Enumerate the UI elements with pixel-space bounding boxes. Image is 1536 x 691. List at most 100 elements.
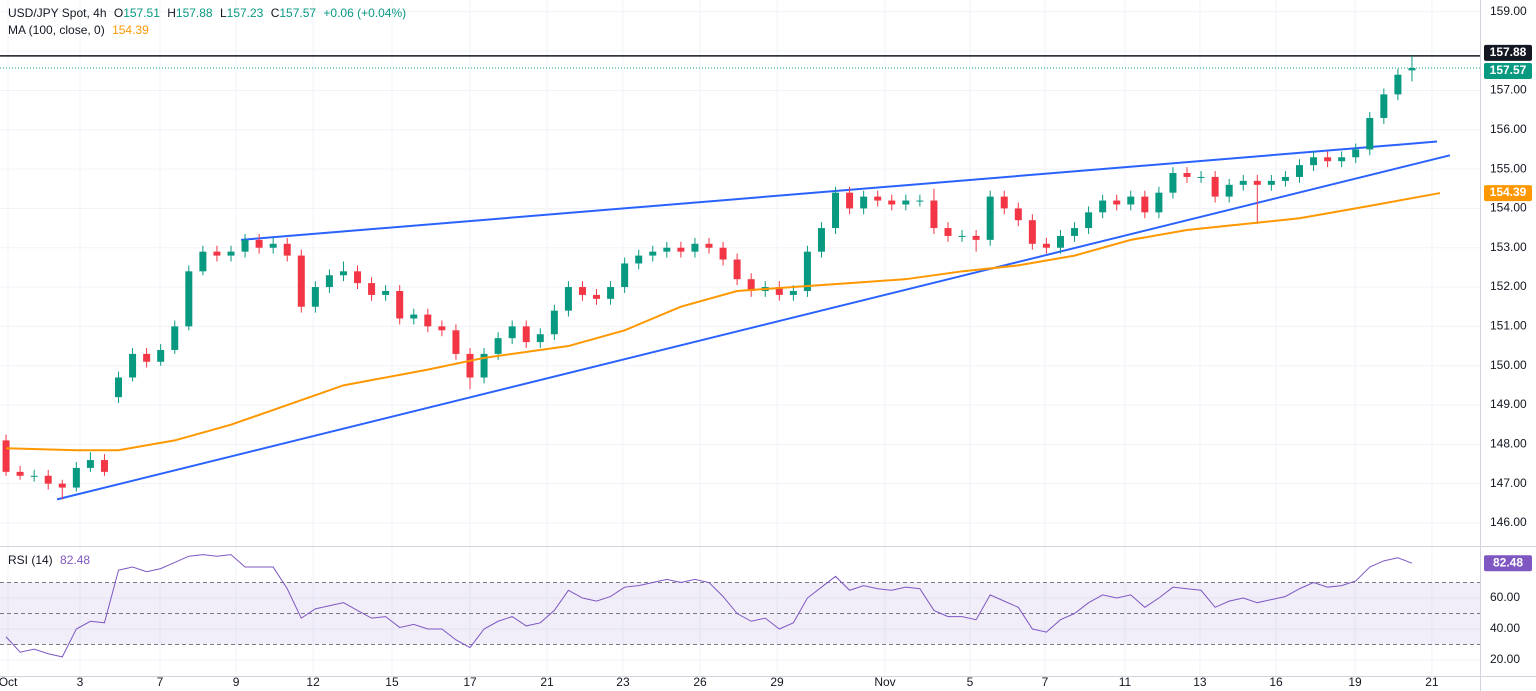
candle-body <box>255 239 263 248</box>
candle-body <box>832 192 840 229</box>
price-label: 157.88 <box>1490 45 1527 59</box>
ma-legend: MA (100, close, 0) 154.39 <box>8 23 149 37</box>
candle-body <box>438 326 446 331</box>
candle-body <box>986 196 994 240</box>
candle-body <box>44 475 52 484</box>
x-tick-label: 29 <box>770 675 784 689</box>
ma-value: 154.39 <box>112 23 149 37</box>
ohlc-letter: L <box>220 6 227 20</box>
candle-body <box>1056 235 1064 248</box>
ohlc-value: 157.57 <box>279 6 316 20</box>
candle-body <box>944 228 952 236</box>
candle-body <box>1338 157 1346 162</box>
candle-body <box>1085 212 1093 229</box>
header-line: USD/JPY Spot, 4h O157.51 H157.88 L157.23… <box>8 6 406 20</box>
rsi-value: 82.48 <box>60 553 90 567</box>
candle-body <box>635 255 643 264</box>
candle-body <box>466 353 474 378</box>
candle-body <box>494 338 502 354</box>
y-tick-label: 154.00 <box>1490 201 1527 215</box>
candle-body <box>663 247 671 252</box>
x-tick-label: 17 <box>463 675 477 689</box>
candle-body <box>1366 117 1374 150</box>
trendline <box>56 154 1451 501</box>
candle-body <box>1000 196 1008 209</box>
x-tick-label: 16 <box>1269 675 1283 689</box>
candle-body <box>157 349 165 362</box>
rsi-line <box>5 554 1413 658</box>
rsi-axis-label: 82.48 <box>1493 555 1523 569</box>
change: +0.06 (+0.04%) <box>323 6 406 20</box>
candle-body <box>789 290 797 295</box>
y-tick-label: 155.00 <box>1490 161 1527 175</box>
candle-body <box>1099 200 1107 213</box>
candle-body <box>958 235 966 237</box>
candle-body <box>1071 228 1079 236</box>
candle-body <box>1169 173 1177 193</box>
ma-line <box>6 192 1441 452</box>
candle-body <box>972 235 980 240</box>
candle-body <box>16 471 24 476</box>
candle-body <box>536 334 544 343</box>
rsi-legend: RSI (14) 82.48 <box>8 553 90 567</box>
symbol: USD/JPY Spot, 4h <box>8 6 107 20</box>
candle-body <box>649 251 657 256</box>
candle-body <box>1141 196 1149 213</box>
candle-body <box>803 251 811 291</box>
candle-body <box>1155 192 1163 213</box>
candle-body <box>1408 68 1416 71</box>
x-tick-label: 19 <box>1348 675 1362 689</box>
candle-body <box>607 287 615 299</box>
x-tick-label: 23 <box>616 675 630 689</box>
candle-body <box>593 294 601 299</box>
candle-body <box>213 251 221 256</box>
rsi-tick-label: 20.00 <box>1490 652 1520 666</box>
axes: 146.00 147.00 148.00 149.00 150.00 151.00 152.… <box>0 4 1532 689</box>
y-tick-label: 151.00 <box>1490 319 1527 333</box>
candle-body <box>480 353 488 378</box>
rsi-name: RSI (14) <box>8 553 53 567</box>
candle-body <box>143 353 151 362</box>
candle-body <box>817 228 825 252</box>
candle-body <box>1028 220 1036 244</box>
candle-body <box>930 200 938 229</box>
candle-body <box>1197 176 1205 178</box>
plot-area <box>0 55 1480 658</box>
candle-body <box>1267 180 1275 185</box>
y-tick-label: 149.00 <box>1490 397 1527 411</box>
x-tick-label: 3 <box>77 675 84 689</box>
price-label-box <box>1484 44 1532 61</box>
candle-body <box>382 290 390 295</box>
x-tick-label: 7 <box>157 675 164 689</box>
candle-body <box>30 475 38 477</box>
ohlc-letter: H <box>167 6 176 20</box>
candle-body <box>1394 74 1402 95</box>
candle-body <box>1352 149 1360 158</box>
x-tick-label: Oct <box>0 675 18 689</box>
ma-axis-label-box <box>1484 185 1532 202</box>
candle-body <box>354 271 362 284</box>
candle-body <box>846 192 854 209</box>
rsi-band <box>0 582 1480 645</box>
candle-body <box>508 326 516 339</box>
candle-body <box>171 326 179 350</box>
candle-body <box>705 243 713 248</box>
candle-body <box>269 243 277 248</box>
candle-body <box>129 353 137 378</box>
candle-body <box>621 263 629 288</box>
rsi-tick-label: 60.00 <box>1490 590 1520 604</box>
x-tick-label: 15 <box>385 675 399 689</box>
candle-body <box>1127 196 1135 205</box>
candle-body <box>283 243 291 256</box>
candle-body <box>1295 165 1303 177</box>
ohlc-letter: O <box>114 6 123 20</box>
ohlc-value: 157.88 <box>176 6 213 20</box>
y-tick-label: 157.00 <box>1490 83 1527 97</box>
x-tick-label: 21 <box>540 675 554 689</box>
x-tick-label: 13 <box>1193 675 1207 689</box>
ohlc-value: 157.23 <box>227 6 264 20</box>
y-tick-label: 147.00 <box>1490 476 1527 490</box>
candle-body <box>775 287 783 295</box>
candle-body <box>1225 184 1233 197</box>
